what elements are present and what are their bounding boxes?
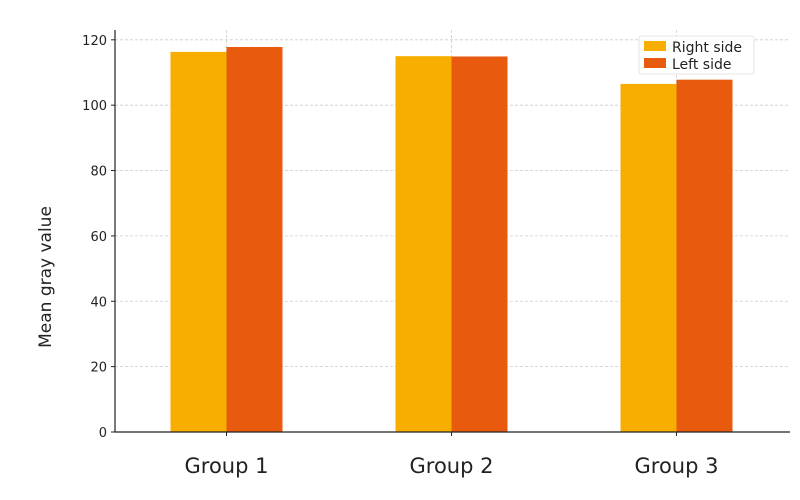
y-tick-label: 40 (90, 295, 107, 310)
y-tick-label: 0 (99, 426, 107, 441)
bar-right-side (620, 83, 677, 433)
bar-left-side (451, 56, 508, 432)
y-tick-label: 100 (82, 99, 107, 114)
legend-label: Right side (672, 40, 742, 56)
legend-box (638, 35, 755, 75)
y-ticks: 0 20 40 60 80 100 120 (82, 34, 115, 441)
x-category-label: Group 2 (410, 454, 494, 478)
axes (114, 30, 790, 433)
bar-left-side (226, 46, 283, 433)
bars (170, 46, 733, 433)
y-axis-title: Mean gray value (36, 206, 56, 348)
x-category-label: Group 3 (635, 454, 719, 478)
legend-label: Left side (672, 57, 731, 73)
bar-right-side (170, 51, 227, 433)
x-category-label: Group 1 (185, 454, 269, 478)
y-tick-label: 60 (90, 230, 107, 245)
legend-swatch (644, 58, 666, 68)
legend-swatch (644, 41, 666, 51)
bar-right-side (395, 56, 452, 433)
bar-left-side (676, 79, 733, 433)
y-tick-label: 20 (90, 361, 107, 376)
y-tick-label: 80 (90, 165, 107, 180)
y-tick-label: 120 (82, 34, 107, 49)
x-ticks: Group 1 Group 2 Group 3 (185, 432, 719, 478)
